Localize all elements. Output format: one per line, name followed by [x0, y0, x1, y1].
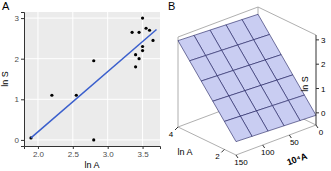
tick: 2.5 [68, 146, 80, 159]
point [144, 27, 147, 30]
point [148, 29, 151, 32]
box-edge [178, 37, 179, 127]
tick-label: 1 [321, 85, 326, 94]
tick-label: 2 [215, 152, 220, 161]
point [137, 57, 140, 60]
grid-line [37, 12, 38, 146]
tick-label: 0 [321, 109, 326, 118]
z-axis-title: ln S [300, 76, 310, 92]
tick-label: 100 [261, 148, 275, 157]
point [141, 16, 144, 19]
surface [178, 14, 316, 141]
y-axis: 0 1 2 3 [15, 13, 25, 147]
tick-label: 2.5 [68, 150, 80, 159]
point [141, 45, 144, 48]
grid-line [72, 12, 73, 146]
tick-mark [21, 99, 24, 100]
point [50, 94, 53, 97]
plot-area [29, 16, 156, 141]
tick-mark [316, 112, 319, 113]
point [151, 39, 154, 42]
tick-mark [316, 39, 319, 40]
point [75, 94, 78, 97]
tick-mark [38, 146, 39, 149]
axis-line [25, 147, 161, 150]
tick-label: 3 [15, 14, 20, 23]
tick-label: 0 [319, 128, 324, 137]
grid-line [24, 18, 160, 19]
point [134, 65, 137, 68]
tick: 3.5 [138, 146, 150, 159]
panel-label: B [168, 0, 175, 12]
figure: 2.02.53.03.50123Aln Aln S012324050100150… [0, 0, 331, 171]
tick: 3 [15, 14, 24, 23]
x-axis: 2.0 2.5 3.0 3.5 [25, 146, 161, 159]
tick: 3.0 [103, 146, 115, 159]
tick: 2.0 [33, 146, 45, 159]
tick-label: 2 [321, 60, 326, 69]
grid-line [107, 12, 108, 146]
point [92, 138, 95, 141]
panel-b: 0 1 2 3 2 4 0 50 100 150 ln A 10⁴A ln S B [168, 0, 326, 167]
point [137, 31, 140, 34]
panel-a: 2.0 2.5 3.0 3.5 0 1 2 3Aln A ln S [0, 0, 161, 170]
grid-line [24, 99, 160, 100]
tick-mark [21, 18, 24, 19]
tick-mark [108, 146, 109, 149]
surface-cell [224, 116, 252, 141]
axis-line [316, 35, 317, 125]
tick-label: 3 [321, 36, 326, 45]
tick-mark [316, 64, 319, 65]
tick-label: 50 [290, 138, 299, 147]
tick-label: 1 [15, 95, 20, 104]
axis-line [21, 13, 25, 147]
tick-label: 3.0 [103, 150, 115, 159]
point [92, 59, 95, 62]
y-axis-title: ln S [0, 71, 10, 87]
grid-line [24, 139, 160, 140]
tick-mark [21, 140, 24, 141]
tick-mark [175, 127, 178, 130]
tick-mark [221, 149, 224, 152]
tick-mark [21, 59, 24, 60]
tick-label: 3.5 [138, 150, 150, 159]
panel-label: A [2, 0, 10, 12]
tick-label: 2.0 [33, 150, 45, 159]
point [134, 53, 137, 56]
tick-label: 0 [15, 136, 20, 145]
tick-label: 2 [15, 55, 20, 64]
grid-line [142, 12, 143, 146]
tick-label: 150 [234, 158, 248, 167]
tick-mark [316, 88, 319, 89]
tick: 1 [15, 95, 24, 104]
tick-mark [316, 125, 318, 128]
tick: 2 [15, 55, 24, 64]
x-axis-title: ln A [177, 147, 192, 157]
tick-mark [73, 146, 74, 149]
point [131, 31, 134, 34]
fit-line [31, 29, 157, 137]
x-axis-title: ln A [84, 160, 99, 170]
plot-background [24, 12, 160, 146]
tick-mark [143, 146, 144, 149]
point [141, 49, 144, 52]
tick: 0 [15, 136, 24, 145]
y-axis-title: 10⁴A [285, 151, 309, 168]
tick-label: 4 [169, 130, 174, 139]
